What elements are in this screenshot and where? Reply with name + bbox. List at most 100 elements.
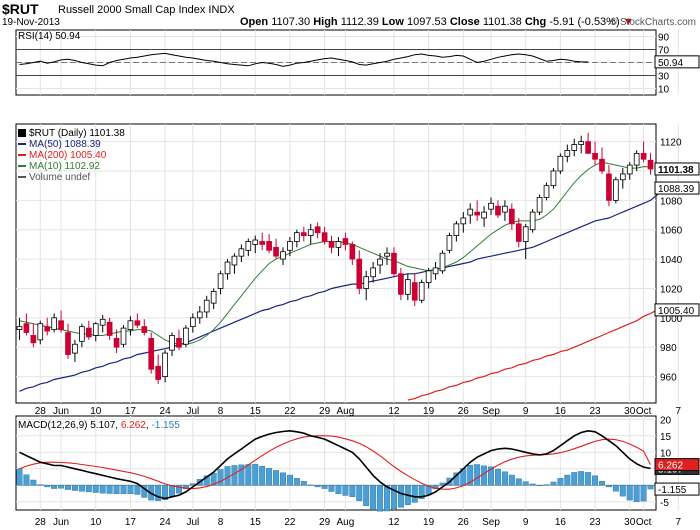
candle-body <box>328 241 335 248</box>
x-tick-label: 24 <box>160 517 172 528</box>
candle-body <box>446 235 453 251</box>
macd-hist-bar <box>599 481 605 486</box>
x-tick-label: Sep <box>482 406 500 417</box>
candle-body <box>488 202 494 210</box>
price-tick-label: 1040 <box>660 255 683 266</box>
macd-hist-bar <box>307 484 314 486</box>
x-tick-label: 29 <box>319 406 331 417</box>
macd-hist-bar <box>266 467 273 486</box>
macd-hist-bar <box>273 470 280 486</box>
x-tick-label: 15 <box>250 517 262 528</box>
rsi-line <box>19 52 589 67</box>
candle-body <box>592 152 598 160</box>
brand-logo: © StockCharts.com <box>609 17 696 28</box>
candle-body <box>259 241 266 245</box>
macd-tick-label: 15 <box>660 432 672 443</box>
candle-body <box>300 232 307 237</box>
x-tick-label: 15 <box>250 406 262 417</box>
x-tick-label: Jul <box>186 406 199 417</box>
candle-body <box>134 320 141 326</box>
x-tick-label: 17 <box>125 517 137 528</box>
candle-body <box>44 326 51 332</box>
candle-body <box>273 246 279 257</box>
legend-swatch <box>18 176 26 179</box>
macd-tick-label: -5 <box>660 498 669 509</box>
candle-body <box>425 270 432 283</box>
candle-body <box>72 343 78 354</box>
candle-body <box>203 299 210 313</box>
macd-hist-bar <box>557 478 564 486</box>
candle-body <box>127 320 134 330</box>
price-tick-label: 1120 <box>660 138 682 149</box>
candle-body <box>509 208 515 225</box>
x-tick-label: Jun <box>53 406 69 417</box>
candle-body <box>85 327 92 338</box>
candle-body <box>342 238 349 245</box>
macd-hist-bar <box>314 485 321 488</box>
candle-body <box>113 337 120 348</box>
candle-body <box>626 164 633 175</box>
x-tick-label: 22 <box>284 406 296 417</box>
candle-body <box>467 208 474 216</box>
rsi-value-tag-text: 50.94 <box>658 58 683 69</box>
price-tick-label: 1020 <box>660 284 683 295</box>
x-tick-label: 26 <box>458 517 470 528</box>
candle-body <box>349 244 356 260</box>
candle-body <box>176 337 182 348</box>
candle-body <box>474 211 480 216</box>
candle-body <box>647 159 654 170</box>
macd-hist-bar <box>592 475 599 486</box>
macd-hist-bar <box>182 485 189 490</box>
macd-hist-bar <box>370 485 377 510</box>
macd-hist-bar <box>363 485 370 506</box>
macd-hist-bar <box>99 485 106 494</box>
x-tick-label: 12 <box>388 406 400 417</box>
macd-legend: MACD(12,26,9) 5.107, 6.262, -1.155 <box>18 420 180 431</box>
macd-hist-bar <box>238 464 245 486</box>
macd-hist-bar <box>488 466 495 486</box>
candle-body <box>196 311 203 319</box>
candle-body <box>217 273 224 289</box>
chart-date: 19-Nov-2013 <box>2 17 60 28</box>
macd-hist-bar <box>481 465 488 486</box>
candle-body <box>432 267 439 275</box>
macd-tag-1: 6.262 <box>654 458 700 472</box>
candle-body <box>51 317 57 330</box>
price-tag-2-text: 1005.40 <box>658 306 695 317</box>
macd-hist-bar <box>92 485 99 493</box>
candle-body <box>613 179 619 201</box>
x-tick-label: 7 <box>675 517 681 528</box>
candle-body <box>231 255 238 266</box>
candle-body <box>529 211 536 231</box>
macd-hist-bar <box>217 469 224 486</box>
x-tick-label: Jun <box>53 517 69 528</box>
x-tick-label: 17 <box>125 406 137 417</box>
macd-hist-bar <box>175 485 182 494</box>
macd-hist-bar <box>155 485 162 501</box>
legend-swatch <box>18 165 26 168</box>
macd-hist-bar <box>619 485 626 497</box>
macd-hist-bar <box>252 463 259 486</box>
candle-body <box>384 252 390 257</box>
candle-body <box>571 144 578 151</box>
candle-body <box>23 323 30 333</box>
macd-hist-bar <box>113 485 120 495</box>
macd-hist-bar <box>51 485 58 489</box>
candle-body <box>356 258 363 289</box>
macd-hist-bar <box>508 474 515 486</box>
candle-body <box>619 173 626 181</box>
macd-hist-bar <box>245 464 252 486</box>
candle-body <box>266 241 272 251</box>
price-tag-2: 1005.40 <box>654 303 700 317</box>
x-tick-label: 16 <box>555 517 567 528</box>
macd-line <box>19 429 651 500</box>
candle-body <box>606 173 612 201</box>
candle-body <box>238 248 245 257</box>
candle-body <box>536 197 543 213</box>
macd-hist-bar <box>280 472 286 486</box>
change-down-icon: ▼ <box>622 16 634 28</box>
price-tick-label: 1080 <box>660 196 683 207</box>
price-tag-1-box <box>654 181 700 195</box>
price-legend-item: MA(50) 1088.39 <box>18 139 125 150</box>
price-tick-label: 980 <box>660 343 677 354</box>
